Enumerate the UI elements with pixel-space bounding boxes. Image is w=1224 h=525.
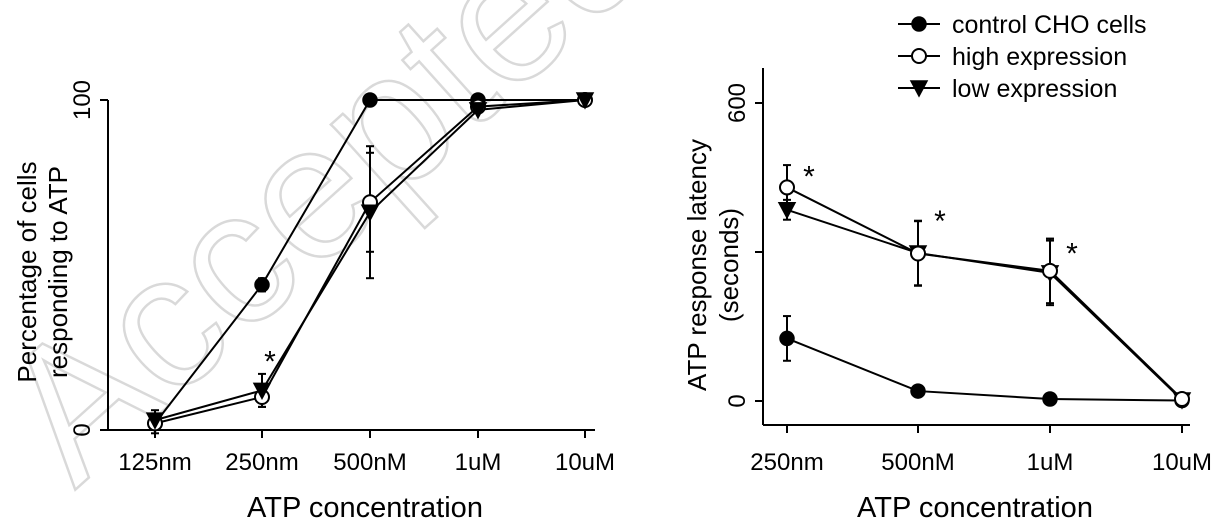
x-tick-label: 10uM xyxy=(555,449,615,476)
legend-marker xyxy=(911,16,927,32)
x-tick-label: 10uM xyxy=(1152,449,1212,476)
left-annotations: * xyxy=(264,345,276,378)
legend-marker xyxy=(909,80,929,98)
series-line xyxy=(786,337,1183,402)
x-tick-label: 500nM xyxy=(333,449,406,476)
x-tick-label: 500nM xyxy=(881,449,954,476)
left-y-label-line2: responding to ATP xyxy=(43,166,73,378)
left-x-ticks: 125nm 250nm 500nM 1uM 10uM xyxy=(118,430,615,476)
data-point xyxy=(360,204,380,222)
data-point xyxy=(779,179,795,196)
significance-star: * xyxy=(264,345,276,378)
legend: control CHO cells high expression low expr… xyxy=(898,11,1147,103)
legend-marker xyxy=(911,48,927,64)
data-point xyxy=(145,412,165,430)
right-chart: 0 600 250nm 500nM 1uM 10uM * * * ATP response … xyxy=(682,11,1212,524)
right-series xyxy=(777,164,1192,410)
y-tick-label: 100 xyxy=(69,80,96,120)
data-point xyxy=(779,330,795,347)
significance-star: * xyxy=(934,205,946,238)
right-x-ticks: 250nm 500nM 1uM 10uM xyxy=(750,425,1212,476)
right-x-label: ATP concentration xyxy=(857,492,1093,524)
right-y-ticks: 0 600 xyxy=(724,83,763,408)
left-series xyxy=(145,92,595,435)
data-point xyxy=(1042,262,1058,279)
data-point xyxy=(1174,391,1190,408)
left-y-label-line1: Percentage of cells xyxy=(12,161,42,382)
series-line xyxy=(786,208,1183,401)
data-point xyxy=(1042,391,1058,407)
x-tick-label: 1uM xyxy=(1027,449,1074,476)
data-point xyxy=(254,277,270,293)
watermark-text: Accepted xyxy=(0,0,692,522)
series-line xyxy=(786,186,1183,400)
y-tick-label: 0 xyxy=(69,423,96,436)
y-tick-label: 600 xyxy=(724,83,751,123)
data-point xyxy=(910,245,926,262)
left-x-label: ATP concentration xyxy=(247,492,483,524)
y-tick-label: 0 xyxy=(724,394,751,407)
left-chart: 0 100 125nm 250nm 500nM 1uM 10uM * Percentage… xyxy=(12,80,615,524)
significance-star: * xyxy=(1066,238,1078,271)
significance-star: * xyxy=(803,161,815,194)
data-point xyxy=(910,383,926,399)
data-point xyxy=(362,92,378,108)
x-tick-label: 250nm xyxy=(750,449,823,476)
right-y-label-line1: ATP response latency xyxy=(682,139,712,391)
data-point xyxy=(252,382,272,400)
data-point xyxy=(777,202,797,220)
data-point xyxy=(468,102,488,120)
x-tick-label: 125nm xyxy=(118,449,191,476)
x-tick-label: 250nm xyxy=(225,449,298,476)
x-tick-label: 1uM xyxy=(455,449,502,476)
legend-label: control CHO cells xyxy=(952,11,1147,39)
left-y-ticks: 0 100 xyxy=(69,80,108,437)
legend-label: high expression xyxy=(952,43,1127,71)
data-point xyxy=(575,92,595,110)
right-annotations: * * * xyxy=(803,161,1078,271)
legend-label: low expression xyxy=(952,75,1117,103)
right-y-label-line2: (seconds) xyxy=(714,208,744,322)
